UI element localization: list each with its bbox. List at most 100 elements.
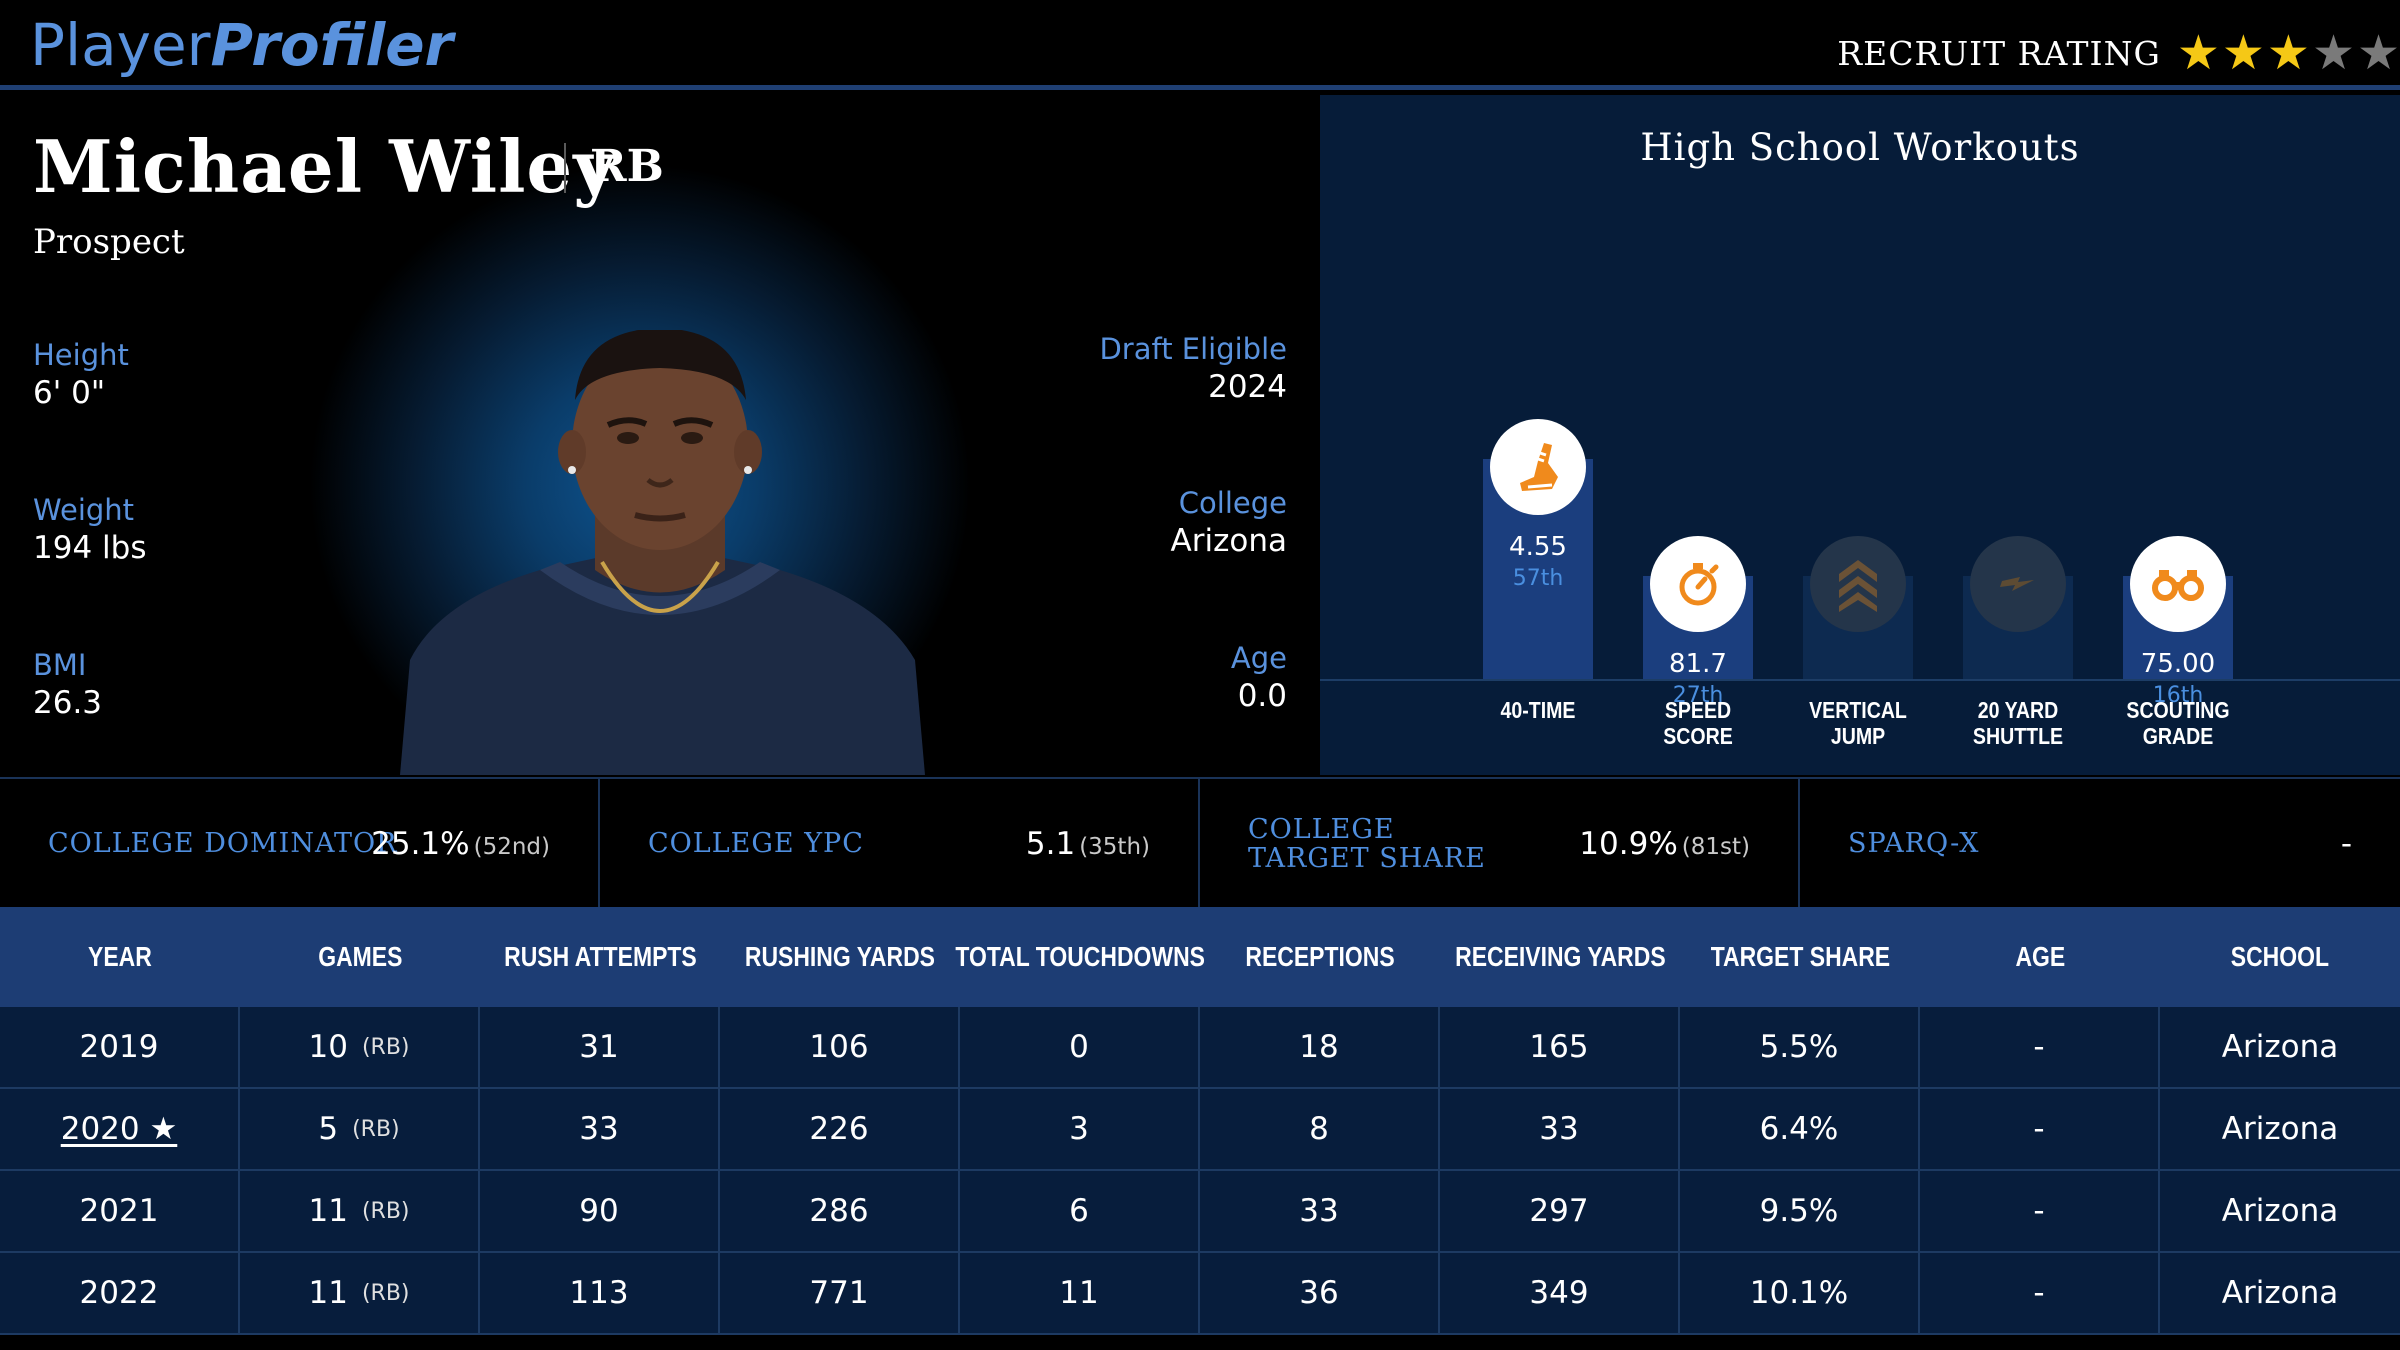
metric-label: COLLEGE TARGET SHARE (1248, 814, 1486, 874)
height-label: Height (33, 338, 129, 372)
logo-text-player: Player (30, 11, 211, 79)
column-header-rushing-yards[interactable]: RUSHING YARDS (720, 907, 960, 1007)
weight-stat: Weight 194 lbs (33, 492, 146, 568)
cell-school: Arizona (2160, 1007, 2400, 1087)
cell-value: 5.5% (1759, 1029, 1839, 1065)
cell-age: - (1920, 1007, 2160, 1087)
cell-value: 2019 (79, 1029, 159, 1065)
cell-rush-yds: 106 (720, 1007, 960, 1087)
cell-value: 5 (318, 1111, 339, 1147)
workouts-title: High School Workouts (1640, 126, 2080, 169)
high-school-workouts-panel: High School Workouts 4.55 57th 40-TIME 81.7… (1320, 95, 2400, 775)
site-logo[interactable]: PlayerProfiler (30, 12, 453, 78)
workout-value: 81.7 (1669, 649, 1727, 679)
cell-rec-yds: 349 (1440, 1253, 1680, 1333)
recruit-rating: RECRUIT RATING ★★★★★ (1837, 28, 2400, 78)
column-header-school[interactable]: SCHOOL (2160, 907, 2400, 1007)
cell-rush-yds: 771 (720, 1253, 960, 1333)
workout-label-line1: VERTICAL (1809, 697, 1907, 723)
cell-rush-att: 90 (480, 1171, 720, 1251)
column-header-rush-attempts[interactable]: RUSH ATTEMPTS (480, 907, 720, 1007)
column-header-target-share[interactable]: TARGET SHARE (1680, 907, 1920, 1007)
column-header-year[interactable]: YEAR (0, 907, 240, 1007)
cell-rush-yds: 286 (720, 1171, 960, 1251)
cell-value: 11 (308, 1275, 348, 1311)
column-header-label: RUSHING YARDS (744, 941, 936, 972)
column-header-label: RUSH ATTEMPTS (503, 941, 697, 972)
cell-year[interactable]: 2020 ★ (0, 1089, 240, 1169)
cell-tds: 3 (960, 1089, 1200, 1169)
metric-rank: (52nd) (473, 834, 550, 860)
metric-value: - (2340, 826, 2352, 862)
table-row: 2020 ★ 5 (RB) 33 226 3 8 33 6.4% - Arizona (0, 1089, 2400, 1171)
table-row: 2021 11 (RB) 90 286 6 33 297 9.5% - Arizona (0, 1171, 2400, 1253)
column-header-label: RECEIVING YARDS (1454, 941, 1666, 972)
cell-rec-yds: 297 (1440, 1171, 1680, 1251)
column-header-receptions[interactable]: RECEPTIONS (1200, 907, 1440, 1007)
cell-games: 11 (RB) (240, 1253, 480, 1333)
cell-value: 297 (1529, 1193, 1589, 1229)
cell-value: 286 (809, 1193, 869, 1229)
player-status: Prospect (33, 222, 185, 262)
workout-speed: 81.7 27th SPEED SCORE (1643, 95, 1753, 775)
lightning-icon (1970, 536, 2066, 632)
cell-rec-yds: 165 (1440, 1007, 1680, 1087)
workouts-baseline (1320, 679, 2400, 681)
cell-value: 36 (1299, 1275, 1339, 1311)
column-header-label: GAMES (317, 941, 403, 972)
column-header-label: RECEPTIONS (1245, 941, 1395, 972)
cell-value: 6 (1069, 1193, 1089, 1229)
weight-label: Weight (33, 493, 135, 527)
workout-vertical: VERTICAL JUMP (1803, 95, 1913, 775)
cell-rush-yds: 226 (720, 1089, 960, 1169)
workout-value: 4.55 (1509, 532, 1567, 562)
column-header-age[interactable]: AGE (1920, 907, 2160, 1007)
cell-value: Arizona (2221, 1193, 2339, 1229)
workout-label: VERTICAL JUMP (1790, 697, 1926, 749)
cell-value: 11 (1059, 1275, 1099, 1311)
table-header: YEAR GAMES RUSH ATTEMPTS RUSHING YARDS TOTAL… (0, 907, 2400, 1007)
binoculars-icon (2130, 536, 2226, 632)
cell-school: Arizona (2160, 1253, 2400, 1333)
cell-school: Arizona (2160, 1089, 2400, 1169)
workout-value: 75.00 (2140, 649, 2216, 679)
table-row: 2019 10 (RB) 31 106 0 18 165 5.5% - Arizona (0, 1007, 2400, 1089)
cell-value: 9.5% (1759, 1193, 1839, 1229)
workout-label-line1: 40-TIME (1500, 697, 1576, 723)
cell-position: (RB) (361, 1034, 410, 1060)
cell-games: 5 (RB) (240, 1089, 480, 1169)
metric-value-wrap: 10.9% (81st) (1579, 826, 1750, 865)
cell-value: 90 (579, 1193, 619, 1229)
cell-value: 2022 (79, 1275, 159, 1311)
age-stat: Age 0.0 (1231, 640, 1287, 716)
cell-target-share: 10.1% (1680, 1253, 1920, 1333)
cell-position: (RB) (361, 1280, 410, 1306)
cell-value[interactable]: 2020 ★ (60, 1111, 178, 1147)
cell-year: 2021 (0, 1171, 240, 1251)
metric-value-wrap: 5.1 (35th) (1026, 826, 1150, 865)
bmi-value: 26.3 (33, 685, 103, 721)
cell-value: 106 (809, 1029, 869, 1065)
weight-value: 194 lbs (33, 530, 147, 566)
cell-target-share: 9.5% (1680, 1171, 1920, 1251)
age-label: Age (1230, 641, 1287, 675)
bmi-label: BMI (33, 648, 87, 682)
cell-value: 11 (308, 1193, 348, 1229)
cell-value: 113 (569, 1275, 629, 1311)
workout-label: 40-TIME (1470, 697, 1606, 723)
cell-rush-att: 113 (480, 1253, 720, 1333)
cell-year: 2022 (0, 1253, 240, 1333)
cell-rush-att: 31 (480, 1007, 720, 1087)
cell-tds: 0 (960, 1007, 1200, 1087)
cell-position: (RB) (361, 1198, 410, 1224)
column-header-receiving-yards[interactable]: RECEIVING YARDS (1440, 907, 1680, 1007)
college-stat: College Arizona (1171, 485, 1287, 561)
star-empty-icon: ★ (2356, 25, 2400, 81)
metric-rank: (81st) (1681, 834, 1750, 860)
column-header-total-touchdowns[interactable]: TOTAL TOUCHDOWNS (955, 907, 1205, 1007)
column-header-label: SCHOOL (2230, 941, 2330, 972)
metric-rank: (35th) (1079, 834, 1150, 860)
column-header-games[interactable]: GAMES (240, 907, 480, 1007)
cell-value: - (2033, 1275, 2045, 1311)
workout-label: 20 YARD SHUTTLE (1950, 697, 2086, 749)
